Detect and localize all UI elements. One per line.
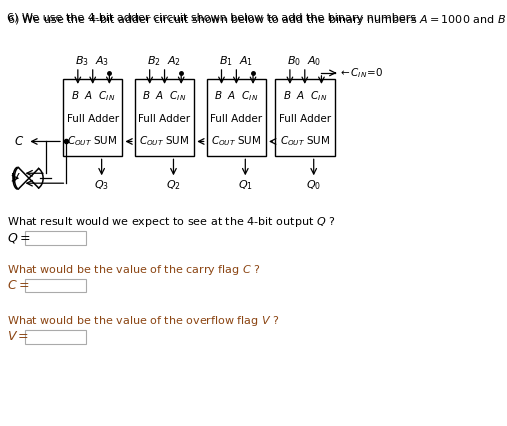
Bar: [25, 231, 86, 245]
Bar: [275, 79, 335, 156]
Text: $C_{OUT}\ $SUM: $C_{OUT}\ $SUM: [279, 135, 330, 148]
Text: $B\ \ A\ \ C_{IN}$: $B\ \ A\ \ C_{IN}$: [214, 89, 259, 103]
Text: $Q_2$: $Q_2$: [166, 178, 181, 192]
Text: $\leftarrow C_{IN}\!=\!0$: $\leftarrow C_{IN}\!=\!0$: [338, 66, 383, 80]
Bar: [63, 79, 123, 156]
Text: 6) We use the 4-bit adder circuit shown below to add the binary numbers $A = 100: 6) We use the 4-bit adder circuit shown …: [7, 13, 507, 27]
Bar: [207, 79, 266, 156]
Text: $B\ \ A\ \ C_{IN}$: $B\ \ A\ \ C_{IN}$: [70, 89, 115, 103]
Text: $C_{OUT}\ $SUM: $C_{OUT}\ $SUM: [67, 135, 118, 148]
Text: $V$: $V$: [10, 172, 20, 185]
Text: What result would we expect to see at the 4-bit output $Q$ ?: What result would we expect to see at th…: [7, 215, 336, 229]
Text: $C_{OUT}\ $SUM: $C_{OUT}\ $SUM: [139, 135, 190, 148]
Text: What would be the value of the overflow flag $V$ ?: What would be the value of the overflow …: [7, 314, 279, 328]
Text: $B\ \ A\ \ C_{IN}$: $B\ \ A\ \ C_{IN}$: [142, 89, 187, 103]
Text: $Q_0$: $Q_0$: [306, 178, 321, 192]
Text: What would be the value of the carry flag $C$ ?: What would be the value of the carry fla…: [7, 263, 261, 276]
Text: $B\ \ A\ \ C_{IN}$: $B\ \ A\ \ C_{IN}$: [282, 89, 327, 103]
Text: 6) We use the 4-bit adder circuit shown below to add the binary numbers: 6) We use the 4-bit adder circuit shown …: [7, 13, 419, 23]
Text: Full Adder: Full Adder: [210, 114, 263, 124]
Text: $B_2\ \ A_2$: $B_2\ \ A_2$: [147, 54, 181, 68]
Text: $C=$: $C=$: [7, 279, 29, 291]
Text: $B_3\ \ A_3$: $B_3\ \ A_3$: [76, 54, 110, 68]
Text: Full Adder: Full Adder: [66, 114, 119, 124]
Text: $B_0\ \ A_0$: $B_0\ \ A_0$: [287, 54, 321, 68]
Text: $C_{OUT}\ $SUM: $C_{OUT}\ $SUM: [211, 135, 262, 148]
Text: Full Adder: Full Adder: [138, 114, 191, 124]
Text: $Q_1$: $Q_1$: [238, 178, 253, 192]
Bar: [135, 79, 194, 156]
Text: $C$: $C$: [15, 135, 25, 148]
Text: $V=$: $V=$: [7, 330, 29, 343]
Text: $Q=$: $Q=$: [7, 231, 30, 245]
Bar: [25, 330, 86, 344]
Text: Full Adder: Full Adder: [279, 114, 331, 124]
Text: $B_1\ \ A_1$: $B_1\ \ A_1$: [219, 54, 253, 68]
Text: $Q_3$: $Q_3$: [94, 178, 109, 192]
Bar: [25, 279, 86, 293]
